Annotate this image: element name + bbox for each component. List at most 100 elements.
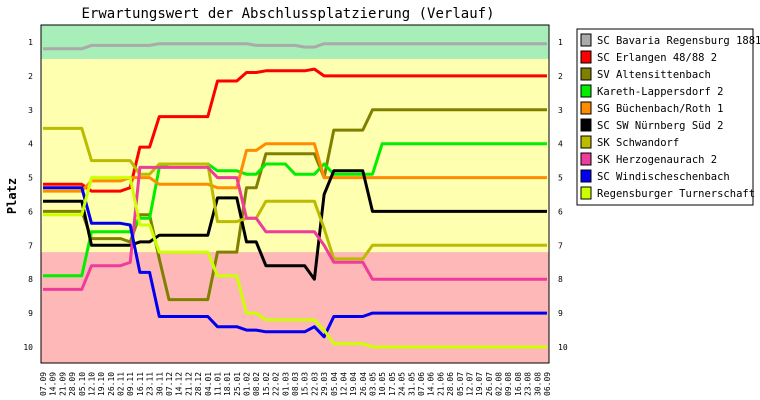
legend-swatch (580, 50, 592, 64)
legend-swatch (580, 152, 592, 166)
x-tick-label: 25.01 (233, 372, 242, 396)
x-tick-label: 21.06 (436, 372, 445, 396)
x-tick-label: 15.02 (262, 372, 271, 396)
series-line-3 (43, 108, 547, 302)
x-tick-label: 05.07 (456, 372, 465, 396)
y-tick-label-right: 9 (558, 309, 563, 318)
legend-label: Kareth-Lappersdorf 2 (597, 86, 723, 98)
y-tick-label-left: 5 (28, 174, 33, 183)
x-tick-label: 09.11 (126, 372, 135, 396)
x-tick-label: 16.08 (514, 372, 523, 396)
x-tick-label: 07.12 (165, 372, 174, 396)
series-lines (43, 42, 547, 349)
y-tick-label-left: 3 (28, 106, 33, 115)
y-tick-label-right: 7 (558, 241, 563, 250)
y-tick-label-right: 3 (558, 106, 563, 115)
legend-swatch (580, 186, 592, 200)
x-tick-label: 24.05 (398, 372, 407, 396)
x-tick-label: 10.05 (378, 372, 387, 396)
legend-label: SV Altensittenbach (597, 69, 711, 81)
series-line-1 (43, 42, 547, 51)
y-axis-label: Platz (5, 178, 19, 214)
x-tick-label: 01.02 (243, 372, 252, 396)
series-line-10 (43, 176, 547, 349)
series-line-6 (43, 169, 547, 281)
legend-swatch (580, 135, 592, 149)
y-tick-label-left: 4 (28, 140, 33, 149)
x-tick-label: 18.01 (223, 372, 232, 396)
x-tick-label: 21.12 (184, 372, 193, 396)
x-tick-label: 16.11 (136, 372, 145, 396)
x-tick-label: 14.09 (49, 372, 58, 396)
x-tick-label: 12.10 (87, 372, 96, 396)
legend-box (576, 28, 754, 206)
x-tick-label: 02.11 (117, 372, 126, 396)
legend: SC Bavaria Regensburg 1881 SC Erlangen 48… (576, 28, 760, 206)
x-tick-label: 19.04 (349, 372, 358, 396)
x-tick-label: 03.05 (369, 372, 378, 396)
y-tick-label-left: 6 (28, 207, 33, 216)
x-tick-label: 28.06 (446, 372, 455, 396)
legend-swatch (580, 169, 592, 183)
y-tick-label-left: 9 (28, 309, 33, 318)
legend-swatch (580, 33, 592, 47)
legend-swatch (580, 101, 592, 115)
legend-swatch (580, 67, 592, 81)
background-zones (41, 25, 549, 363)
y-tick-label-right: 1 (558, 38, 563, 47)
background-zone (41, 25, 549, 59)
y-tick-label-right: 5 (558, 174, 563, 183)
y-tick-label-right: 8 (558, 275, 563, 284)
y-tick-label-left: 7 (28, 241, 33, 250)
y-tick-label-left: 8 (28, 275, 33, 284)
x-tick-label: 14.06 (427, 372, 436, 396)
y-tick-label-left: 1 (28, 38, 33, 47)
x-tick-label: 12.07 (465, 372, 474, 396)
series-line-2 (43, 67, 547, 193)
x-tick-label: 14.12 (175, 372, 184, 396)
legend-label: SC Bavaria Regensburg 1881 (597, 35, 760, 47)
x-tick-label: 22.02 (272, 372, 281, 396)
x-tick-label: 02.08 (495, 372, 504, 396)
legend-swatch (580, 118, 592, 132)
x-tick-label: 26.10 (107, 372, 116, 396)
x-tick-label: 22.03 (310, 372, 319, 396)
x-tick-label: 30.11 (155, 372, 164, 396)
legend-label: SC Erlangen 48/88 2 (597, 52, 717, 64)
series-line-7 (43, 126, 547, 261)
chart-title: Erwartungswert der Abschlussplatzierung … (81, 6, 494, 22)
legend-label: SG Büchenbach/Roth 1 (597, 103, 723, 115)
background-zone (41, 58, 549, 253)
x-tick-label: 26.07 (485, 372, 494, 396)
x-tick-label: 31.05 (407, 372, 416, 396)
y-tick-label-right: 10 (558, 343, 568, 352)
plot-frame (40, 24, 550, 364)
x-tick-label: 01.03 (281, 372, 290, 396)
legend-label: SC SW Nürnberg Süd 2 (597, 120, 723, 132)
legend-label: SC Windischeschenbach (597, 171, 730, 183)
x-tick-label: 11.01 (213, 372, 222, 396)
x-tick-label: 15.03 (301, 372, 310, 396)
series-line-4 (43, 142, 547, 278)
x-tick-label: 08.03 (291, 372, 300, 396)
x-tick-label: 21.09 (58, 372, 67, 396)
y-tick-label-left: 10 (23, 343, 33, 352)
x-tick-label: 23.08 (524, 372, 533, 396)
y-tick-label-right: 4 (558, 140, 563, 149)
x-tick-label: 28.09 (68, 372, 77, 396)
legend-label: SK Herzogenaurach 2 (597, 154, 717, 166)
x-tick-label: 17.05 (388, 372, 397, 396)
x-tick-label: 19.07 (475, 372, 484, 396)
x-tick-label: 30.08 (533, 372, 542, 396)
x-tick-label: 12.04 (339, 372, 348, 396)
legend-label: SK Schwandorf (597, 137, 679, 149)
series-line-8 (43, 165, 547, 291)
x-tick-label: 19.10 (97, 372, 106, 396)
x-tick-label: 26.04 (359, 372, 368, 396)
x-tick-label: 05.10 (78, 372, 87, 396)
y-tick-label-right: 2 (558, 72, 563, 81)
legend-swatch (580, 84, 592, 98)
x-tick-label: 28.12 (194, 372, 203, 396)
legend-label: Regensburger Turnerschaft (597, 188, 755, 200)
